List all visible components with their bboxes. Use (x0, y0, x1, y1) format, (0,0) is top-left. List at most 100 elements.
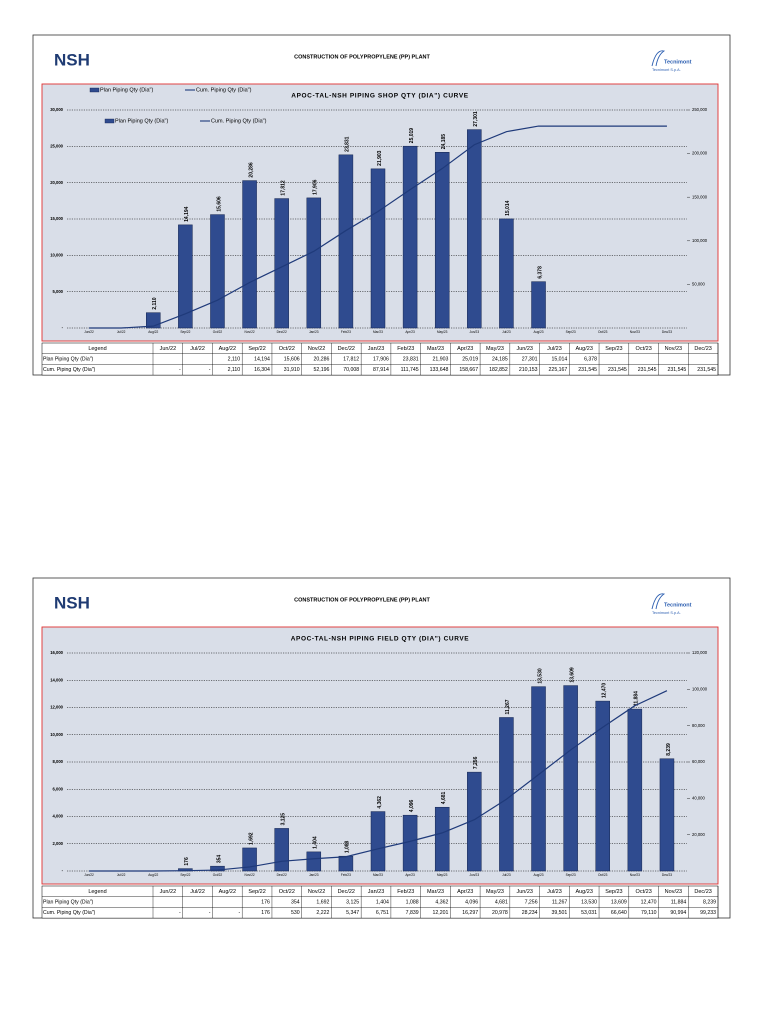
y2-tick-label: 40,000 (692, 795, 705, 800)
bar (210, 865, 225, 872)
table-cell: 111,745 (401, 367, 419, 373)
cum-line (89, 690, 668, 872)
bar (467, 129, 482, 329)
y-tick-label: 20,000 (50, 180, 63, 185)
x-tick-label: Sep/22 (180, 873, 190, 877)
table-cell: 13,530 (581, 899, 597, 905)
x-tick-label: Dec/22 (277, 330, 287, 334)
bar-label: 4,362 (377, 796, 383, 809)
x-tick-label: Nov/23 (630, 330, 640, 334)
bar-label: 12,470 (602, 683, 608, 699)
x-tick-label: Aug/23 (533, 330, 543, 334)
table-cell: 176 (261, 910, 270, 916)
table-header: Feb/23 (397, 346, 414, 352)
table-header: Oct/23 (636, 346, 652, 352)
bar-label: 17,812 (281, 180, 287, 196)
y-tick-label: 12,000 (50, 705, 63, 710)
table-cell: 15,606 (284, 356, 300, 362)
table-cell: 39,501 (551, 910, 567, 916)
table-header: Mar/23 (427, 889, 444, 895)
bar-label: 1,404 (313, 836, 319, 849)
bar-label: 3,125 (281, 813, 287, 826)
brand-sub: Tecnimont S.p.A. (652, 611, 681, 615)
x-tick-label: Apr/23 (405, 873, 415, 877)
bar-label: 1,692 (248, 832, 254, 845)
table-header: Mar/23 (427, 346, 444, 352)
table-cell: 27,301 (522, 356, 538, 362)
y-tick-label: 25,000 (50, 143, 63, 148)
table-row-label: Plan Piping Qty (Dia") (43, 356, 94, 362)
table-cell: 4,096 (465, 899, 478, 905)
x-tick-label: May/23 (437, 330, 448, 334)
bar-label: 15,014 (505, 200, 511, 216)
x-tick-label: Dec/23 (662, 873, 672, 877)
table-header: Jul/22 (190, 346, 205, 352)
table-cell: 52,196 (314, 367, 330, 373)
table-cell: 6,751 (376, 910, 389, 916)
bar (434, 806, 450, 872)
y2-tick-label: 80,000 (692, 723, 705, 728)
bar-label: 11,884 (634, 691, 640, 706)
table-cell: 16,304 (254, 367, 270, 373)
y2-tick-label: 150,000 (692, 194, 708, 199)
table-header: Sep/22 (248, 889, 265, 895)
bar-label: 13,609 (569, 667, 575, 683)
logo: NSH (54, 593, 90, 612)
x-tick-label: Jun/23 (470, 873, 480, 877)
table-cell: - (209, 910, 211, 916)
y2-tick-label: 60,000 (692, 759, 705, 764)
x-tick-label: Nov/22 (245, 330, 255, 334)
legend-label: Plan Piping Qty (Dia") (115, 118, 168, 124)
table-cell: 354 (291, 899, 300, 905)
table-cell: 1,692 (316, 899, 329, 905)
x-tick-label: Sep/23 (566, 330, 576, 334)
table-header: May/23 (486, 346, 504, 352)
logo: NSH (54, 50, 90, 69)
table-cell: 21,903 (432, 356, 448, 362)
table-header: Apr/23 (457, 889, 473, 895)
table-header: Aug/23 (575, 346, 592, 352)
x-tick-label: Jun/22 (84, 873, 94, 877)
table-cell: 231,545 (667, 367, 686, 373)
legend-swatch (104, 118, 115, 124)
table-cell: 13,609 (611, 899, 627, 905)
table-cell: 16,297 (462, 910, 478, 916)
x-tick-label: Feb/23 (341, 330, 351, 334)
brand: Tecnimont (664, 602, 692, 608)
table-corner: Legend (88, 889, 106, 895)
y2-tick-label: 120,000 (692, 650, 708, 655)
brand-icon (651, 593, 666, 610)
x-tick-label: Jul/23 (502, 330, 511, 334)
y-tick-label: 14,000 (50, 677, 63, 682)
bar (210, 214, 225, 329)
table-cell: 31,910 (284, 367, 300, 373)
legend-label: Cum. Piping Qty (Dia") (211, 118, 267, 124)
table-cell: 231,545 (578, 367, 597, 373)
bar-label: 13,530 (537, 668, 543, 684)
x-tick-label: Oct/23 (598, 873, 608, 877)
y2-tick-label: 20,000 (692, 832, 705, 837)
table-cell: 25,019 (462, 356, 478, 362)
table-cell: 23,831 (403, 356, 419, 362)
table-cell: 1,404 (376, 899, 389, 905)
table-cell: 17,906 (373, 356, 389, 362)
table-cell: 15,014 (551, 356, 567, 362)
table-header: Dec/23 (694, 346, 711, 352)
x-tick-label: Feb/23 (341, 873, 351, 877)
bar (402, 145, 418, 329)
brand-icon (651, 50, 666, 67)
bar (274, 198, 289, 329)
table-cell: 20,978 (492, 910, 508, 916)
y-tick-label: 2,000 (53, 841, 64, 846)
bar-label: 25,019 (409, 128, 415, 144)
table-cell: 5,347 (346, 910, 359, 916)
x-tick-label: Aug/22 (148, 873, 158, 877)
table-cell: 20,286 (314, 356, 330, 362)
bar (338, 855, 354, 872)
y-tick-label: 16,000 (50, 650, 63, 655)
bar (499, 218, 514, 329)
table-cell: 66,640 (611, 910, 627, 916)
table-frame (41, 342, 719, 376)
legend-label: Plan Piping Qty (Dia") (100, 87, 153, 93)
table-cell: 24,185 (492, 356, 508, 362)
